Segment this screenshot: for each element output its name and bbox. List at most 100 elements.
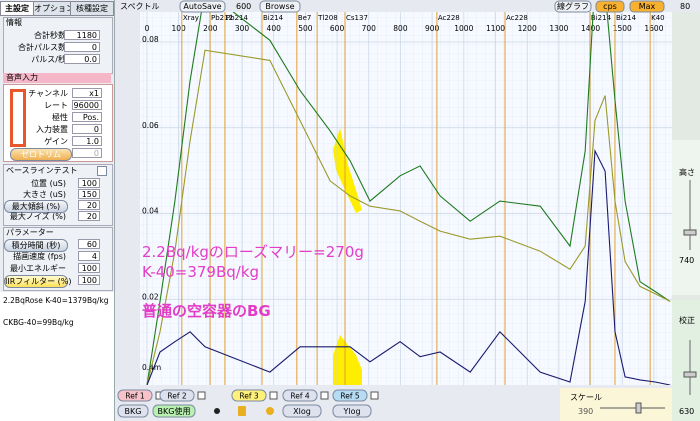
height-section [672,140,700,295]
field-value: 96000 [72,100,102,110]
annotation: 普通の空容器のBG [142,302,271,320]
nuclide-label: Pb214 [226,14,249,22]
button-label: Ylog [342,407,360,416]
field-value: 20 [78,200,100,210]
nuclide-label: Ac228 [438,14,460,22]
mode-icon[interactable] [266,407,274,415]
section-title: 情報 [6,18,22,27]
spectrum-panel: 0100200300400500600700800900100011001200… [115,0,700,421]
calib-section [672,300,700,421]
scale-box [560,388,672,421]
y-tick-label: 0.04 [142,207,159,216]
scale-thumb[interactable] [635,402,642,414]
nuclide-label: Be7 [298,14,312,22]
chart-layer: 0100200300400500600700800900100011001200… [140,12,672,385]
toolbar-text: AutoSave [183,2,221,11]
x-tick-label: 1500 [613,24,632,33]
right-panel-text: 校正 [679,315,695,325]
notes-box [0,292,114,421]
field-value: 100 [78,263,100,273]
toolbar-button[interactable] [259,0,301,13]
ref-checkbox[interactable] [320,391,329,400]
field-label[interactable]: 積分時間 (秒) [4,239,68,252]
field-label: 極性 [52,113,68,122]
toolbar-button[interactable] [554,0,592,13]
field-label: 合計秒数 [34,31,66,40]
ref-button[interactable] [332,389,368,402]
annotation: K-40=379Bq/kg [142,263,259,281]
ref-label: Ref 2 [167,392,187,401]
toolbar-button[interactable] [152,404,196,418]
x-tick-label: 400 [267,24,282,33]
toolbar-text: Max [639,2,656,11]
toolbar-text: 600 [236,2,251,11]
toolbar-button[interactable] [332,404,372,418]
button-label: Xlog [293,407,311,416]
nuclide-label: Ac228 [506,14,528,22]
annotation: 2.2Bq/kgのローズマリー=270g [142,243,364,261]
field-value: 1180 [64,30,100,40]
field-label: レート [44,101,68,110]
scale-label: スケール [570,393,602,402]
roi-fill [333,335,362,385]
spectrum-line [146,148,671,385]
checkbox[interactable] [97,166,107,176]
ref-button[interactable] [231,389,267,402]
x-tick-label: 700 [362,24,377,33]
field-label: 大きさ (uS) [23,190,66,199]
spectrum-line [146,49,671,385]
field-label: チャンネル [28,89,68,98]
right-panel-text: 630 [679,407,694,416]
x-tick-label: 500 [298,24,313,33]
ref-button[interactable] [282,389,318,402]
x-tick-label: 1000 [454,24,473,33]
note: 2.2BqRose K-40=1379Bq/kg [3,296,109,305]
x-tick-label: 900 [425,24,440,33]
note: CKBG-40=99Bq/kg [3,318,74,327]
nuclide-label: Tl208 [317,14,338,22]
ref-checkbox[interactable] [370,391,379,400]
field-label[interactable]: ゼロトリム [10,148,72,161]
ref-label: Ref 3 [239,392,259,401]
toolbar-button[interactable] [282,404,322,418]
field-label: パルス/秒 [31,55,66,64]
field-label: 最小エネルギー [10,264,66,273]
field-value: 0 [72,148,102,158]
nuclide-label: K40 [651,14,665,22]
field-label: 最大ノイズ (%) [9,212,66,221]
toolbar-button[interactable] [179,0,226,13]
scale-value: 390 [578,407,593,416]
section-title: ベースラインテスト [6,166,78,175]
paw-icon[interactable] [214,408,220,414]
toolbar-button[interactable] [117,404,149,418]
slider-thumb[interactable] [683,371,697,378]
field-value: 100 [78,178,100,188]
ref-button[interactable] [159,389,195,402]
field-value: 0 [64,42,100,52]
toolbar-text: Browse [265,2,294,11]
ref-button[interactable] [117,389,153,402]
ref-checkbox[interactable] [269,391,278,400]
settings-panel: 主設定 オプション 核種設定 情報 合計秒数 1180 合計パルス数 0 パルス/秒 0.0 音声入… [0,0,115,421]
field-label[interactable]: 最大傾斜 (%) [4,200,68,213]
right-panel-text: 高さ [679,167,695,177]
tab: 核種設定 [70,1,114,16]
x-tick-label: 300 [235,24,250,33]
toolbar-button[interactable] [595,0,625,13]
slider-thumb[interactable] [683,229,697,236]
nuclide-label: Xray [183,14,199,22]
nuclide-label: Pb212 [211,14,233,22]
x-tick-label: 1600 [644,24,663,33]
toolbar-button[interactable] [629,0,665,13]
button-label: BKG使用 [158,406,191,416]
toolbar-text: cps [603,2,617,11]
field-value: 4 [78,251,100,261]
field-value: x1 [72,88,102,98]
ref-checkbox[interactable] [197,391,206,400]
lock-icon[interactable] [238,406,246,416]
field-label: 位置 (uS) [31,179,66,188]
x-tick-label: 600 [330,24,345,33]
tab: 主設定 [0,1,34,16]
field-label[interactable]: IIRフィルター (%) [4,275,72,288]
